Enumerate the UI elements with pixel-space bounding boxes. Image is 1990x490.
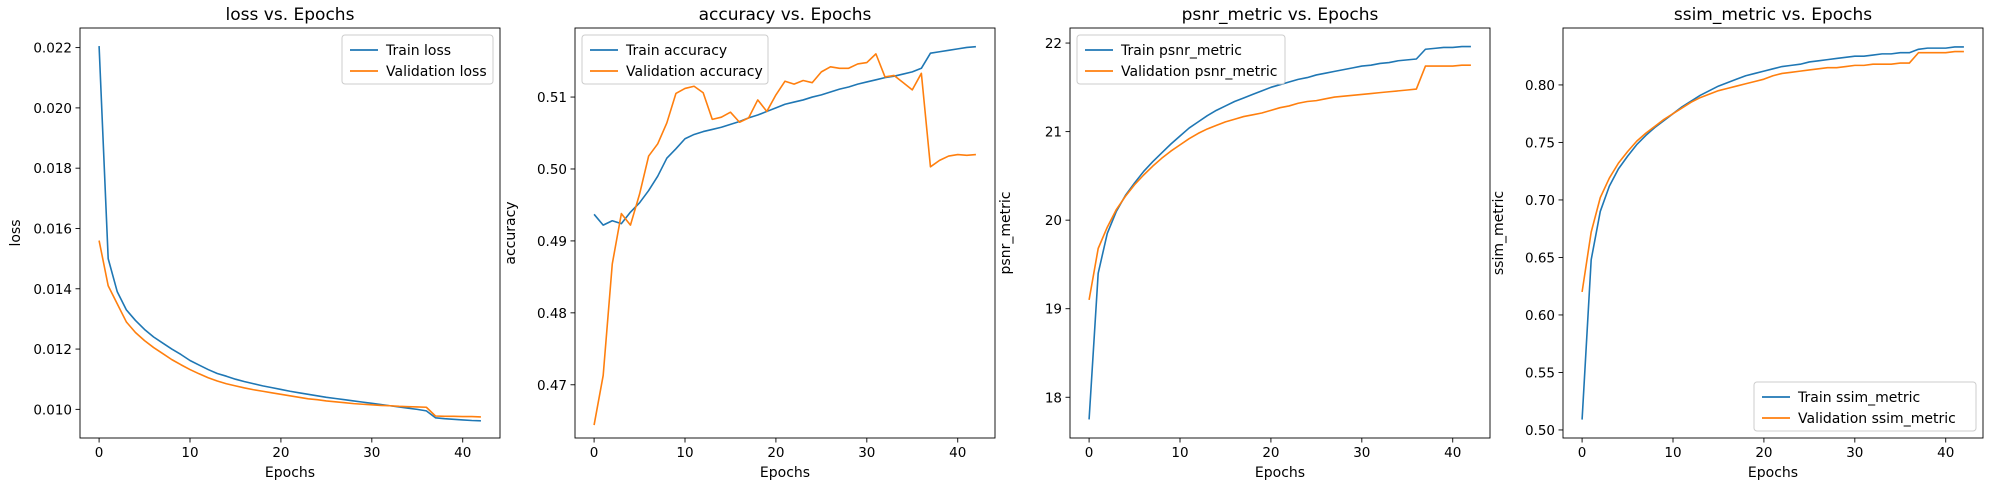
y-tick-label: 0.010 (33, 402, 72, 418)
legend-label: Train ssim_metric (1797, 390, 1920, 406)
y-tick-label: 0.65 (1525, 250, 1555, 266)
series-line-validation (98, 240, 481, 418)
legend-box (1753, 381, 1977, 432)
y-axis-label: ssim_metric (1491, 191, 1507, 275)
legend-label: Validation psnr_metric (1121, 64, 1277, 80)
chart-title: accuracy vs. Epochs (699, 5, 872, 25)
chart-title: ssim_metric vs. Epochs (1674, 5, 1872, 25)
y-tick-label: 0.016 (33, 221, 72, 237)
y-tick-label: 0.70 (1525, 193, 1555, 209)
series-line-validation (593, 53, 976, 426)
x-axis-label: Epochs (760, 465, 810, 481)
y-tick-label: 0.018 (33, 161, 72, 177)
x-tick-label: 20 (1262, 445, 1279, 461)
series-line-train (1088, 45, 1471, 420)
subplot-2: 0 10 20 30 40 0.47 0.48 0.49 0.50 0.51 accuracy vs… (503, 5, 996, 481)
x-tick-label: 30 (1353, 445, 1370, 461)
legend-label: Train loss (385, 43, 451, 59)
x-tick-label: 30 (363, 445, 380, 461)
y-tick-label: 0.80 (1525, 78, 1555, 94)
x-tick-label: 10 (181, 445, 198, 461)
subplot-1: 0 10 20 30 40 0.010 0.012 0.014 0.016 0.018 0.020 0… (8, 5, 501, 481)
legend: Train ssim_metric Validation ssim_metric (1753, 381, 1977, 432)
x-tick-label: 10 (676, 445, 693, 461)
x-tick-label: 30 (1846, 445, 1863, 461)
axes-frame (1069, 27, 1491, 439)
x-tick-label: 40 (454, 445, 471, 461)
y-tick-label: 0.014 (33, 282, 72, 298)
legend-label: Validation accuracy (626, 64, 763, 80)
legend-box (581, 34, 769, 85)
axes-frame (79, 27, 501, 439)
subplot-3: 0 10 20 30 40 18 19 20 21 22 psnr_metric vs. Epoch… (998, 5, 1491, 481)
x-tick-label: 0 (590, 445, 599, 461)
x-tick-label: 0 (1578, 445, 1587, 461)
series-line-train (593, 45, 976, 226)
y-tick-label: 0.48 (537, 306, 567, 322)
x-tick-label: 40 (949, 445, 966, 461)
x-axis-label: Epochs (1255, 465, 1305, 481)
x-tick-label: 40 (1937, 445, 1954, 461)
x-tick-label: 20 (1755, 445, 1772, 461)
y-tick-label: 19 (1045, 302, 1062, 318)
legend: Train psnr_metric Validation psnr_metric (1076, 34, 1286, 85)
y-tick-label: 0.50 (537, 162, 567, 178)
x-tick-label: 40 (1444, 445, 1461, 461)
y-tick-label: 21 (1045, 125, 1062, 141)
y-axis-label: psnr_metric (998, 192, 1014, 275)
y-tick-label: 0.012 (33, 342, 72, 358)
y-tick-label: 0.60 (1525, 308, 1555, 324)
legend-label: Validation ssim_metric (1798, 411, 1956, 427)
series-line-validation (1581, 50, 1964, 293)
subplot-4: 0 10 20 30 40 0.50 0.55 0.60 0.65 0.70 0.75 0.80 ssi… (1491, 5, 1984, 481)
x-tick-label: 0 (95, 445, 104, 461)
y-tick-label: 0.022 (33, 41, 72, 57)
y-tick-label: 0.75 (1525, 135, 1555, 151)
x-axis-label: Epochs (265, 465, 315, 481)
y-tick-label: 0.55 (1525, 365, 1555, 381)
y-axis-label: accuracy (503, 201, 519, 264)
x-tick-label: 10 (1171, 445, 1188, 461)
y-tick-label: 0.020 (33, 101, 72, 117)
y-tick-label: 0.47 (537, 378, 567, 394)
y-axis-label: loss (8, 219, 24, 246)
legend-box (1076, 34, 1286, 85)
legend: Train accuracy Validation accuracy (581, 34, 769, 85)
x-tick-label: 30 (858, 445, 875, 461)
y-tick-label: 18 (1045, 390, 1062, 406)
x-tick-label: 0 (1085, 445, 1094, 461)
y-tick-label: 0.50 (1525, 423, 1555, 439)
y-tick-label: 0.51 (537, 90, 567, 106)
axes-frame (1562, 27, 1984, 439)
legend-label: Train psnr_metric (1120, 43, 1242, 59)
chart-title: loss vs. Epochs (226, 5, 355, 25)
y-tick-label: 20 (1045, 213, 1062, 229)
y-tick-label: 22 (1045, 36, 1062, 52)
series-line-train (98, 46, 481, 422)
legend-box (341, 34, 494, 85)
y-tick-label: 0.49 (537, 234, 567, 250)
legend-label: Train accuracy (625, 43, 727, 59)
series-line-train (1581, 46, 1964, 420)
x-tick-label: 10 (1664, 445, 1681, 461)
legend-label: Validation loss (386, 64, 487, 80)
chart-title: psnr_metric vs. Epochs (1182, 5, 1379, 25)
x-tick-label: 20 (272, 445, 289, 461)
legend: Train loss Validation loss (341, 34, 494, 85)
x-tick-label: 20 (767, 445, 784, 461)
x-axis-label: Epochs (1748, 465, 1798, 481)
series-line-validation (1088, 64, 1471, 300)
axes-frame (574, 27, 996, 439)
